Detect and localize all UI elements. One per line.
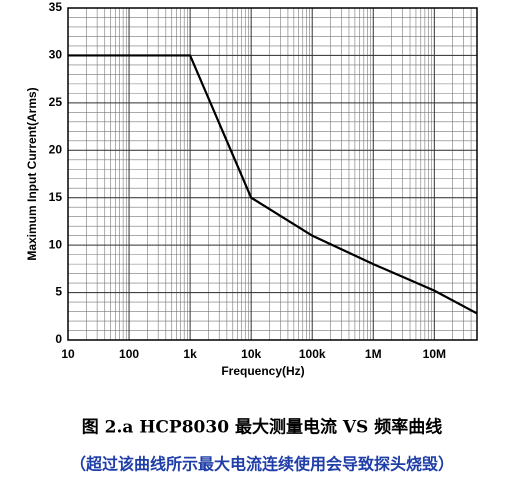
y-tick-label: 30 [49, 48, 63, 62]
x-tick-label: 10k [241, 347, 261, 361]
x-axis-label: Frequency(Hz) [221, 364, 304, 378]
plot-frame [67, 7, 478, 341]
y-tick-label: 20 [49, 142, 63, 156]
y-axis-label: Maximum Input Current(Arms) [25, 87, 39, 260]
x-tick-label: 1k [183, 347, 197, 361]
caption: 图 2.a HCP8030 最大测量电流 VS 频率曲线 [82, 417, 443, 438]
x-tick-label: 10 [61, 347, 75, 361]
y-tick-label: 25 [49, 95, 63, 109]
x-tick-label: 1M [365, 347, 382, 361]
y-tick-label: 15 [49, 190, 63, 204]
x-tick-label: 100k [299, 347, 326, 361]
data-line [68, 54, 478, 315]
x-tick-label: 10M [423, 347, 446, 361]
y-tick-label: 0 [55, 332, 62, 346]
y-tick-label: 5 [55, 285, 62, 299]
note: （超过该曲线所示最大电流连续使用会导致探头烧毁） [70, 455, 454, 474]
x-tick-label: 100 [119, 347, 139, 361]
y-tick-label: 10 [49, 237, 63, 251]
y-tick-label: 35 [49, 0, 63, 14]
